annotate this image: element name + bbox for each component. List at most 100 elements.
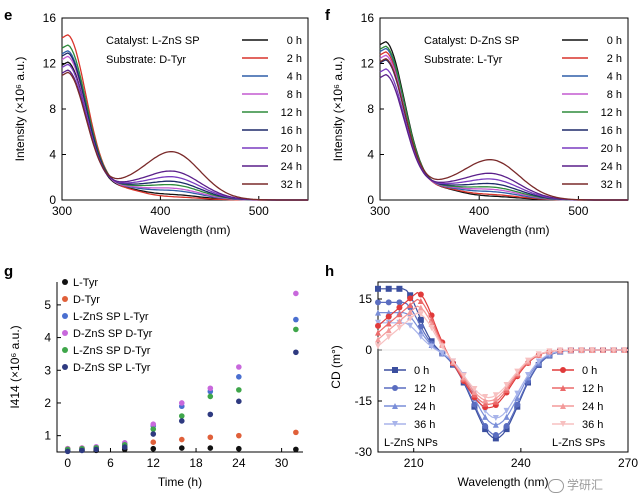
data-marker <box>375 309 381 316</box>
watermark-text: 学研汇 <box>567 478 604 492</box>
data-marker <box>417 323 424 330</box>
annotation: Catalyst: D-ZnS SP <box>424 35 519 47</box>
data-marker <box>392 367 398 373</box>
y-tick-label: -30 <box>355 445 373 459</box>
data-marker <box>417 328 424 335</box>
data-point <box>178 436 185 443</box>
data-marker <box>560 385 566 391</box>
x-tick-label: 12 <box>147 456 161 470</box>
data-marker <box>385 299 392 306</box>
y-tick-label: 1 <box>44 429 51 443</box>
data-marker <box>560 367 566 373</box>
data-marker <box>482 426 489 433</box>
data-point <box>150 421 157 428</box>
y-tick-label: 8 <box>367 102 374 116</box>
panel-e: e 300 400 500 0 4 8 12 16 Wavelength (nm) Intensit… <box>4 7 309 237</box>
data-point <box>178 445 185 451</box>
data-marker <box>492 392 499 399</box>
legend-label: 24 h <box>281 161 302 173</box>
legend-label: 24 h <box>414 401 435 413</box>
legend-label: 16 h <box>601 125 622 137</box>
y-tick-label: 5 <box>44 298 51 312</box>
data-marker <box>417 311 424 318</box>
data-marker <box>375 285 381 292</box>
data-marker <box>375 299 381 306</box>
data-marker <box>492 395 499 402</box>
annotation: Substrate: L-Tyr <box>424 54 503 66</box>
panel-f: f 300 400 500 0 4 8 12 16 Wavelength (nm) Intensit… <box>325 7 629 237</box>
series-line <box>61 55 308 201</box>
x-tick-label: 210 <box>404 456 424 470</box>
y-tick-label: 12 <box>43 57 57 71</box>
data-marker <box>560 403 566 409</box>
data-point <box>236 364 242 370</box>
data-marker <box>385 313 392 320</box>
data-marker <box>492 435 499 442</box>
x-axis-label: Wavelength (nm) <box>458 475 549 489</box>
data-marker <box>439 343 446 350</box>
x-tick-label: 300 <box>370 204 390 218</box>
wechat-icon <box>548 478 564 493</box>
legend-label: 32 h <box>601 179 622 191</box>
legend-label: 0 h <box>582 365 597 377</box>
y-tick-label: 16 <box>361 11 375 25</box>
data-marker <box>407 302 414 309</box>
series-line <box>61 71 308 201</box>
data-marker <box>482 423 489 430</box>
data-point <box>236 387 242 393</box>
data-marker <box>589 347 596 354</box>
data-marker <box>385 327 392 334</box>
axis-frame <box>56 282 303 453</box>
data-point <box>293 290 299 297</box>
data-point <box>236 432 242 439</box>
y-tick-label: 2 <box>44 396 51 410</box>
x-axis-label: Wavelength (nm) <box>140 223 231 237</box>
panel-letter: h <box>325 263 334 280</box>
data-marker <box>503 426 510 433</box>
data-marker <box>525 372 531 379</box>
data-marker <box>385 334 392 341</box>
data-marker <box>514 394 521 401</box>
data-point <box>293 429 299 436</box>
series-line <box>379 54 628 201</box>
data-point <box>64 448 71 455</box>
data-marker <box>417 316 424 323</box>
data-point <box>207 385 214 392</box>
legend-label: 20 h <box>601 143 622 155</box>
data-marker <box>396 318 403 325</box>
data-point <box>150 426 157 432</box>
legend-label: L-ZnS SP D-Tyr <box>73 345 151 357</box>
series-line <box>379 51 628 201</box>
annotation: Substrate: D-Tyr <box>106 54 186 66</box>
legend-marker <box>62 330 68 336</box>
x-tick-label: 18 <box>189 456 203 470</box>
x-tick-label: 400 <box>469 204 489 218</box>
legend-marker <box>62 279 68 285</box>
data-marker <box>546 348 553 355</box>
data-marker <box>428 325 435 332</box>
legend-label: 16 h <box>281 125 302 137</box>
panel-h: h 210 240 270 -30 -15 0 15 Wavelength (nm) CD (m°… <box>325 263 638 489</box>
legend-label: 2 h <box>287 53 302 65</box>
legend-label: 8 h <box>607 89 622 101</box>
data-point <box>236 398 242 405</box>
legend-marker <box>62 364 68 370</box>
series-line <box>61 44 308 201</box>
data-marker <box>557 347 564 354</box>
data-marker <box>407 292 414 299</box>
legend-label: 24 h <box>582 401 603 413</box>
data-marker <box>417 333 424 340</box>
x-tick-label: 500 <box>249 204 269 218</box>
x-tick-label: 6 <box>107 456 114 470</box>
x-tick-label: 240 <box>511 456 531 470</box>
y-axis-label: Intensity (×10⁶ a.u.) <box>13 57 27 162</box>
x-axis-label: Wavelength (nm) <box>459 223 550 237</box>
series-line <box>61 50 308 201</box>
data-marker <box>492 398 499 405</box>
data-marker <box>439 350 446 357</box>
y-tick-label: 15 <box>359 292 373 306</box>
series-line <box>379 47 628 201</box>
data-marker <box>610 347 617 353</box>
data-marker <box>450 358 456 365</box>
